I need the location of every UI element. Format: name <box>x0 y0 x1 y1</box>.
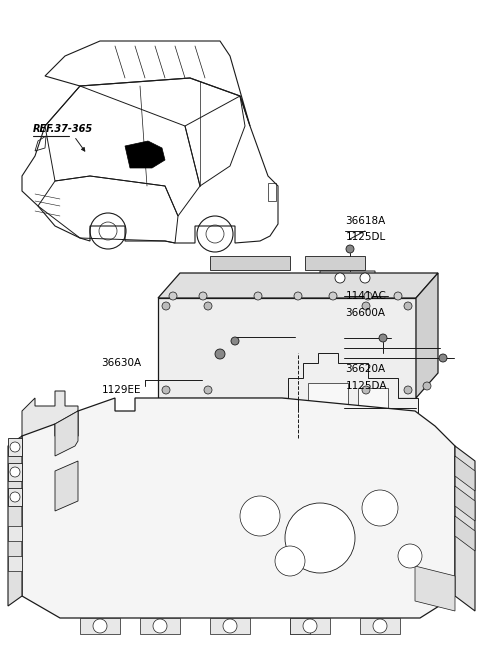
Circle shape <box>329 292 337 300</box>
Circle shape <box>398 544 422 568</box>
Bar <box>168 398 228 410</box>
Circle shape <box>10 442 20 452</box>
Text: 1129EE: 1129EE <box>102 384 142 395</box>
Polygon shape <box>455 486 475 521</box>
Polygon shape <box>8 556 22 571</box>
Circle shape <box>204 302 212 310</box>
Circle shape <box>335 273 345 283</box>
Polygon shape <box>455 446 475 611</box>
Bar <box>358 388 388 433</box>
Text: 36620A: 36620A <box>346 363 386 374</box>
Polygon shape <box>8 436 22 606</box>
Polygon shape <box>8 463 22 481</box>
Circle shape <box>223 619 237 633</box>
Polygon shape <box>320 271 390 311</box>
Circle shape <box>204 386 212 394</box>
Polygon shape <box>22 398 455 618</box>
Bar <box>305 256 365 270</box>
Polygon shape <box>288 353 418 438</box>
Circle shape <box>379 334 387 342</box>
Bar <box>308 383 348 433</box>
Text: 36618A: 36618A <box>346 216 386 226</box>
Circle shape <box>10 467 20 477</box>
Polygon shape <box>8 438 22 456</box>
Polygon shape <box>290 618 310 634</box>
Circle shape <box>394 292 402 300</box>
Bar <box>210 256 290 270</box>
Circle shape <box>169 292 177 300</box>
Text: REF.37-365: REF.37-365 <box>33 124 93 134</box>
Polygon shape <box>140 618 180 634</box>
Polygon shape <box>455 456 475 491</box>
Polygon shape <box>80 618 120 634</box>
Circle shape <box>360 273 370 283</box>
Circle shape <box>423 382 431 390</box>
Polygon shape <box>55 461 78 511</box>
Circle shape <box>162 302 170 310</box>
Circle shape <box>215 349 225 359</box>
Text: 1141AC: 1141AC <box>346 291 386 301</box>
Circle shape <box>362 302 370 310</box>
Text: 36630A: 36630A <box>101 358 142 369</box>
Polygon shape <box>8 526 22 541</box>
Circle shape <box>275 546 305 576</box>
Polygon shape <box>158 273 438 298</box>
Circle shape <box>93 619 107 633</box>
Circle shape <box>199 292 207 300</box>
Polygon shape <box>55 411 78 456</box>
Circle shape <box>153 619 167 633</box>
Circle shape <box>439 354 447 362</box>
Circle shape <box>285 503 355 573</box>
Bar <box>243 398 288 410</box>
Circle shape <box>362 386 370 394</box>
Circle shape <box>364 292 372 300</box>
Polygon shape <box>158 298 416 398</box>
Bar <box>268 183 276 201</box>
Circle shape <box>303 619 317 633</box>
Polygon shape <box>210 618 250 634</box>
Circle shape <box>254 292 262 300</box>
Ellipse shape <box>202 405 238 425</box>
Polygon shape <box>22 391 78 436</box>
Text: 1125DA: 1125DA <box>346 380 387 391</box>
Circle shape <box>373 619 387 633</box>
Polygon shape <box>125 141 165 168</box>
Circle shape <box>231 337 239 345</box>
Polygon shape <box>8 488 22 506</box>
Circle shape <box>294 292 302 300</box>
Polygon shape <box>416 273 438 398</box>
Polygon shape <box>455 516 475 551</box>
Polygon shape <box>360 618 400 634</box>
Polygon shape <box>415 566 455 611</box>
Circle shape <box>240 496 280 536</box>
Circle shape <box>10 492 20 502</box>
Polygon shape <box>290 618 330 634</box>
Circle shape <box>404 386 412 394</box>
Bar <box>202 380 238 415</box>
Text: 36600A: 36600A <box>346 308 385 318</box>
Circle shape <box>404 302 412 310</box>
Ellipse shape <box>202 370 238 390</box>
Circle shape <box>162 386 170 394</box>
Circle shape <box>346 245 354 253</box>
Circle shape <box>362 490 398 526</box>
Text: 1125DL: 1125DL <box>346 232 386 243</box>
